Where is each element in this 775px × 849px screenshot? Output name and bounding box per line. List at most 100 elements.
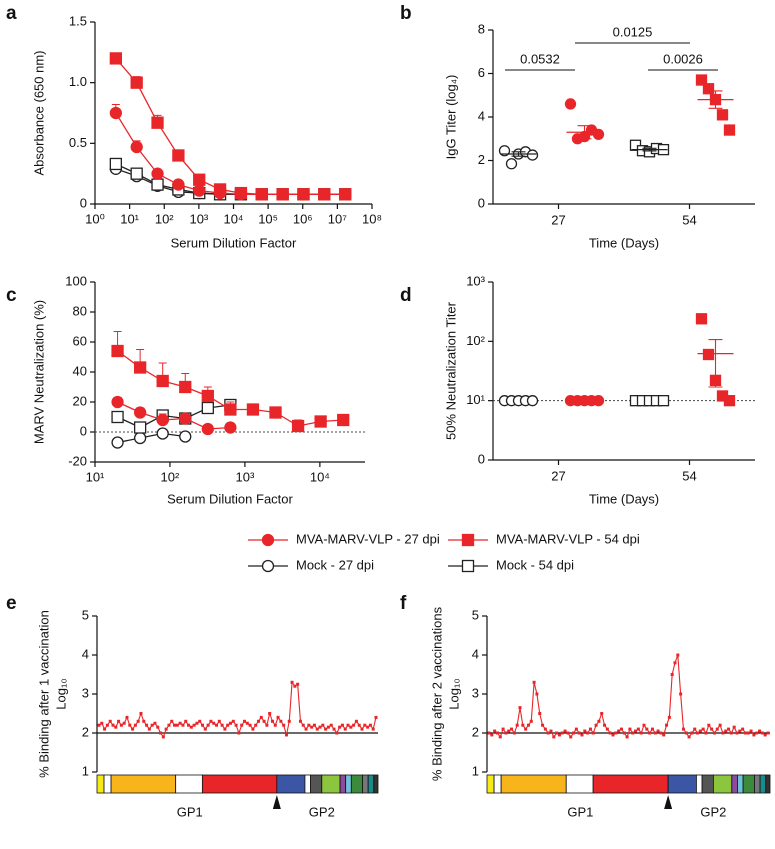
data-point (723, 395, 736, 407)
data-point (701, 727, 705, 731)
data-point (314, 415, 327, 428)
y-tick-label: 20 (73, 393, 87, 408)
data-point (268, 712, 272, 715)
data-point (133, 421, 147, 434)
data-point (307, 723, 311, 727)
data-point (763, 733, 767, 737)
data-point (193, 184, 206, 197)
data-point (147, 727, 151, 731)
data-point (224, 421, 237, 434)
x-tick-label: 10⁴ (310, 469, 330, 484)
data-point (240, 723, 244, 727)
y-tick-label: 0.5 (69, 135, 87, 150)
domain-segment (310, 774, 323, 794)
data-point (172, 149, 185, 162)
data-point (254, 723, 258, 727)
y-axis-label: Absorbance (650 nm) (31, 50, 46, 175)
error-bar (708, 90, 723, 109)
data-point (526, 395, 539, 407)
data-point (760, 731, 764, 735)
domain-segment (345, 774, 352, 794)
data-point (326, 725, 330, 729)
data-point (335, 731, 339, 735)
data-point (139, 712, 143, 715)
data-point (201, 389, 214, 403)
data-point (234, 723, 238, 727)
panel-label: e (6, 593, 17, 614)
data-point (687, 735, 691, 739)
data-point (173, 723, 177, 727)
data-point (357, 723, 361, 727)
data-point (577, 731, 581, 735)
data-point (715, 727, 719, 731)
x-tick-label: 10⁰ (85, 211, 105, 226)
domain-segment (321, 774, 341, 794)
data-point (245, 721, 249, 725)
data-point (566, 731, 570, 735)
data-point (215, 723, 219, 727)
data-point (145, 723, 149, 727)
data-point (518, 706, 522, 710)
data-point (246, 403, 260, 416)
data-point (108, 719, 112, 723)
y-tick-label: 1.0 (69, 74, 87, 89)
domain-segment (175, 774, 203, 794)
domain-segment (713, 774, 733, 794)
data-point (507, 729, 511, 733)
data-point (735, 731, 739, 735)
y-axis-label: IgG Titer (log₄) (443, 75, 458, 160)
data-point (318, 188, 331, 201)
data-point (156, 725, 160, 729)
data-point (524, 727, 528, 731)
data-point (758, 729, 762, 733)
data-point (111, 344, 124, 358)
panel-label: f (400, 593, 407, 614)
data-point (727, 727, 731, 731)
data-point (656, 729, 660, 733)
data-point (622, 731, 626, 735)
data-point (242, 719, 246, 723)
y-tick-label: 1 (82, 763, 89, 778)
data-point (532, 680, 536, 684)
data-point (111, 723, 115, 727)
data-point (501, 727, 505, 731)
y-tick-label: 3 (82, 685, 89, 700)
data-point (269, 406, 282, 419)
data-point (352, 723, 356, 727)
data-point (498, 735, 502, 739)
region-label: GP1 (567, 804, 593, 819)
data-point (172, 178, 185, 191)
data-point (526, 723, 530, 727)
data-point (594, 723, 598, 727)
series-line (115, 57, 346, 195)
data-point (130, 167, 143, 180)
data-point (684, 731, 688, 735)
data-point (588, 727, 592, 731)
data-point (100, 721, 104, 725)
data-point (119, 723, 123, 727)
data-point (366, 725, 370, 729)
data-point (749, 729, 753, 733)
y-tick-label: 80 (73, 303, 87, 318)
data-point (159, 731, 163, 735)
data-point (625, 735, 629, 739)
panel-label: c (6, 285, 17, 306)
data-point (156, 413, 169, 427)
data-point (170, 719, 174, 723)
y-tick-label: 6 (478, 65, 485, 80)
x-tick-label: 10³ (236, 469, 255, 484)
data-point (192, 723, 196, 727)
data-point (150, 723, 154, 727)
data-point (296, 682, 300, 686)
data-point (206, 723, 210, 727)
data-point (752, 733, 756, 737)
data-point (504, 731, 508, 735)
data-point (696, 731, 700, 735)
y-tick-label: 40 (73, 363, 87, 378)
data-point (287, 719, 291, 723)
x-axis-label: Serum Dilution Factor (171, 235, 297, 250)
data-point (231, 719, 235, 723)
data-point (597, 719, 601, 723)
data-point (614, 731, 618, 735)
